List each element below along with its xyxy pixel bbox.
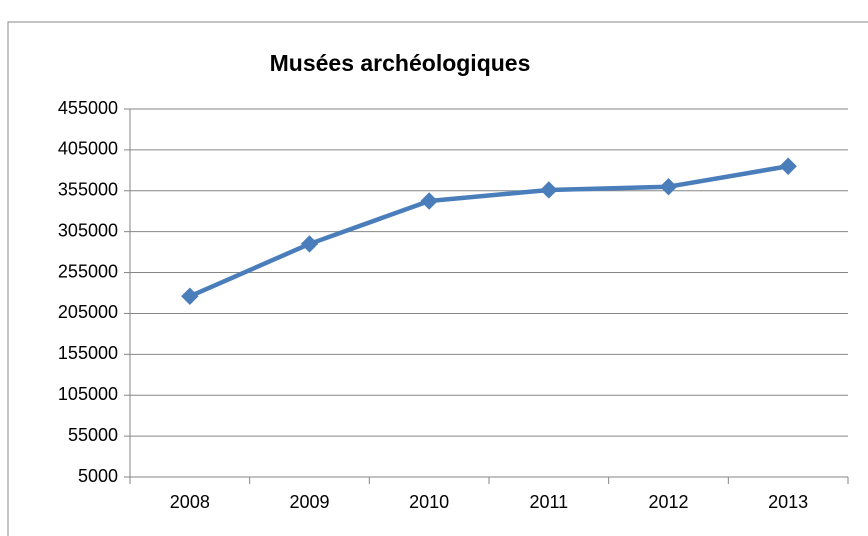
x-tick-label: 2012	[648, 492, 688, 512]
x-tick-label: 2009	[289, 492, 329, 512]
marker	[300, 235, 319, 253]
x-tick-label: 2011	[529, 492, 568, 512]
y-tick-label: 55000	[68, 425, 118, 445]
marker	[540, 181, 558, 199]
y-tick-label: 105000	[58, 384, 118, 404]
chart-border	[7, 21, 868, 536]
marker	[420, 192, 438, 210]
x-tick-label: 2010	[409, 492, 449, 512]
line	[188, 164, 789, 299]
y-tick-label: 305000	[58, 220, 118, 240]
x-tick-label: 2008	[170, 492, 210, 512]
y-tick-label: 255000	[58, 261, 118, 281]
y-tick-label: 355000	[58, 180, 118, 200]
chart-title: Musées archéologiques	[270, 50, 531, 76]
y-tick-label: 5000	[78, 466, 118, 486]
marker	[181, 287, 199, 305]
y-tick-label: 155000	[58, 343, 118, 363]
x-tick-label: 2013	[768, 492, 808, 512]
marker	[779, 157, 797, 175]
y-tick-label: 405000	[58, 139, 118, 159]
marker	[659, 177, 678, 196]
y-tick-label: 205000	[58, 302, 118, 322]
y-tick-label: 455000	[58, 98, 118, 118]
